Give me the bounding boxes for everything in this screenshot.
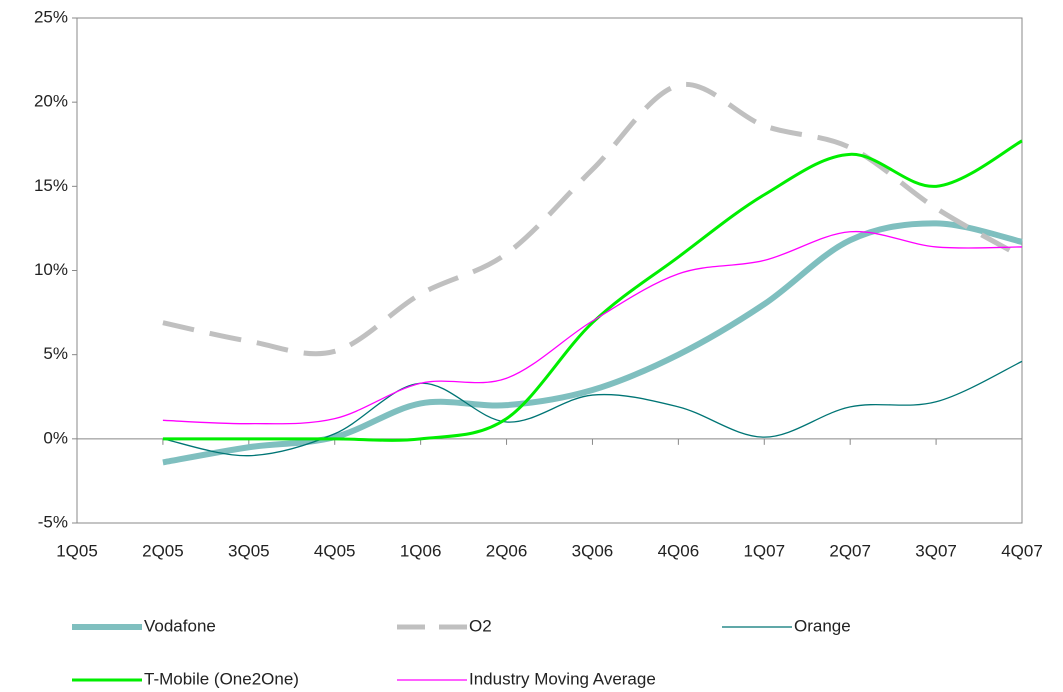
x-tick-label: 3Q07 xyxy=(915,541,957,560)
x-tick-label: 3Q05 xyxy=(228,541,270,560)
y-tick-label: -5% xyxy=(38,512,68,531)
y-tick-label: 5% xyxy=(43,344,68,363)
y-tick-label: 10% xyxy=(34,260,68,279)
x-tick-label: 3Q06 xyxy=(572,541,614,560)
legend-label: T-Mobile (One2One) xyxy=(144,669,299,688)
y-tick-label: 0% xyxy=(43,428,68,447)
x-tick-label: 4Q06 xyxy=(658,541,700,560)
y-tick-label: 20% xyxy=(34,92,68,111)
legend-label: Orange xyxy=(794,616,851,635)
series-line xyxy=(162,230,1023,425)
x-tick-label: 1Q05 xyxy=(56,541,98,560)
x-tick-label: 4Q07 xyxy=(1001,541,1043,560)
x-tick-label: 1Q07 xyxy=(743,541,785,560)
legend-label: Vodafone xyxy=(144,616,216,635)
legend-label: O2 xyxy=(469,616,492,635)
x-tick-label: 2Q05 xyxy=(142,541,184,560)
x-tick-label: 4Q05 xyxy=(314,541,356,560)
legend-label: Industry Moving Average xyxy=(469,669,656,688)
y-tick-label: 15% xyxy=(34,176,68,195)
x-tick-label: 2Q07 xyxy=(829,541,871,560)
series-line xyxy=(162,139,1023,442)
series-line xyxy=(162,360,1023,457)
series-line xyxy=(162,220,1023,466)
series-line xyxy=(162,81,1024,357)
x-tick-label: 1Q06 xyxy=(400,541,442,560)
y-tick-label: 25% xyxy=(34,7,68,26)
plot-frame xyxy=(76,17,1023,524)
x-tick-label: 2Q06 xyxy=(486,541,528,560)
